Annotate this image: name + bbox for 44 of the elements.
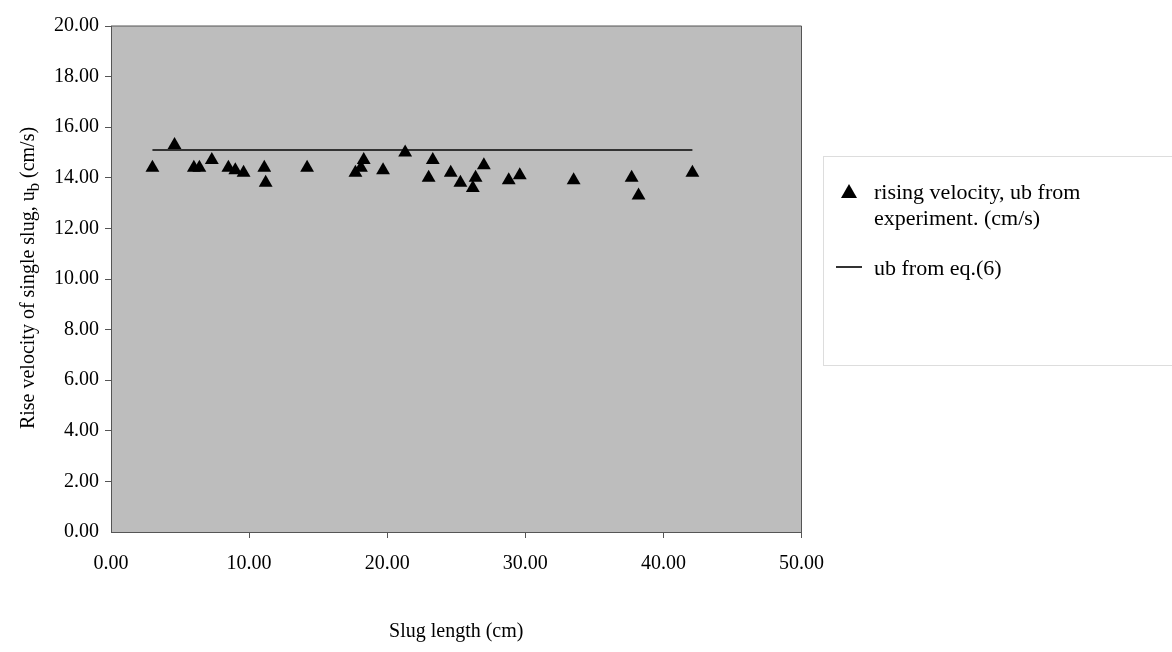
point xyxy=(167,136,182,149)
point xyxy=(465,179,480,192)
legend-label: rising velocity, ub from experiment. (cm/s) xyxy=(874,179,1082,231)
x-tick-label: 30.00 xyxy=(502,551,548,574)
y-tick-label: 14.00 xyxy=(54,165,99,188)
y-tick-label: 10.00 xyxy=(54,266,99,289)
x-tick-label: 10.00 xyxy=(226,551,272,574)
point xyxy=(476,157,491,170)
point xyxy=(236,164,251,177)
y-tick-label: 16.00 xyxy=(54,114,99,137)
y-tick-label: 18.00 xyxy=(54,63,99,86)
x-tick-label: 50.00 xyxy=(779,551,824,574)
point xyxy=(512,167,527,180)
y-tick-label: 0.00 xyxy=(64,519,99,542)
point xyxy=(300,159,315,172)
point xyxy=(257,159,272,172)
point xyxy=(685,164,700,177)
point xyxy=(624,169,639,182)
y-tick-label: 6.00 xyxy=(64,367,99,390)
point xyxy=(501,172,516,185)
point xyxy=(453,174,468,187)
x-tick-label: 20.00 xyxy=(364,551,410,574)
x-tick-label: 40.00 xyxy=(640,551,686,574)
point xyxy=(204,152,219,165)
point xyxy=(356,152,371,165)
point xyxy=(443,164,458,177)
y-tick-label: 12.00 xyxy=(54,215,99,238)
point xyxy=(468,169,483,182)
x-axis-title: Slug length (cm) xyxy=(389,619,524,643)
y-tick-label: 8.00 xyxy=(64,316,99,339)
y-tick-label: 4.00 xyxy=(64,418,99,441)
point xyxy=(398,144,413,157)
point xyxy=(145,159,160,172)
point xyxy=(376,162,390,175)
y-tick-label: 20.00 xyxy=(54,13,99,36)
point xyxy=(258,174,273,187)
y-tick-label: 2.00 xyxy=(64,468,99,491)
point xyxy=(425,152,440,165)
x-tick-label: 0.00 xyxy=(93,551,129,574)
point xyxy=(421,169,436,182)
legend-label: ub from eq.(6) xyxy=(874,255,1002,281)
point xyxy=(566,172,581,185)
point xyxy=(631,187,646,200)
point xyxy=(192,159,207,172)
